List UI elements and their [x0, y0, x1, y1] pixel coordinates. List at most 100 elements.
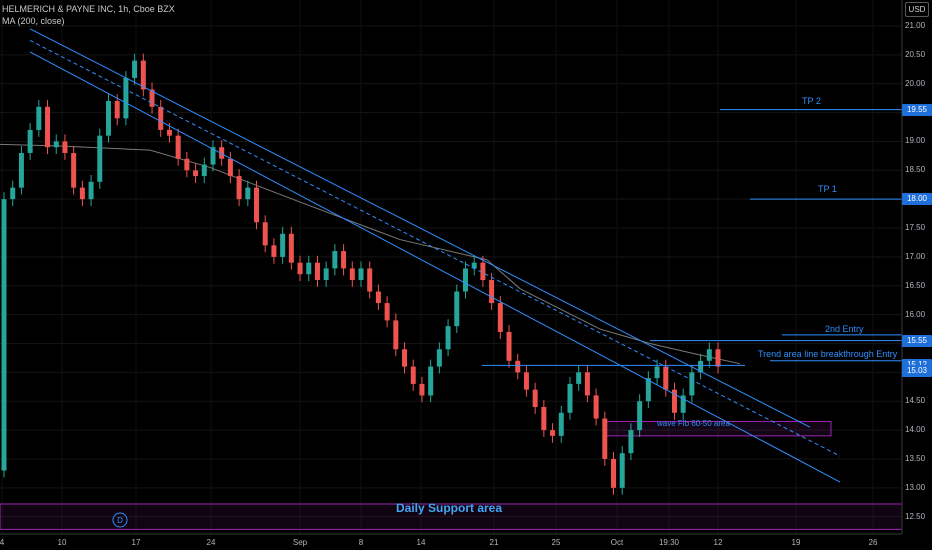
candle-body: [654, 366, 660, 379]
channel-middle-line: [29, 39, 841, 457]
breakthrough-entry-label: Trend area line breakthrough Entry: [758, 349, 898, 359]
fib-box-label: wave Fib 60-50 area: [657, 419, 730, 428]
candle-body: [628, 430, 634, 454]
candle-body: [584, 372, 590, 396]
candle-body: [349, 268, 355, 280]
y-tick-label: 13.50: [905, 453, 926, 463]
candle-body: [175, 135, 181, 159]
candle-body: [689, 372, 695, 396]
candle-body: [27, 129, 33, 153]
x-tick-label: 10: [57, 538, 67, 547]
candle-body: [236, 176, 242, 200]
candle-body: [402, 349, 408, 367]
x-tick-label: 8: [358, 538, 364, 547]
currency-badge[interactable]: USD: [905, 2, 929, 17]
candle-body: [680, 395, 686, 413]
x-tick-label: 12: [713, 538, 723, 547]
candle-body: [36, 106, 42, 130]
candle-body: [698, 360, 704, 373]
y-tick-label: 18.50: [905, 165, 926, 175]
y-tick-label: 17.00: [905, 251, 926, 261]
candle-body: [201, 164, 207, 177]
candle-body: [393, 320, 399, 350]
candle-body: [384, 303, 390, 321]
x-tick-label: 19:30: [658, 538, 680, 547]
candle-body: [550, 430, 556, 436]
channel-lower-line: [29, 51, 841, 483]
candle-body: [132, 60, 138, 78]
price-tag: 19.55: [902, 103, 932, 116]
trend-channel[interactable]: [29, 28, 841, 483]
candle-body: [53, 141, 59, 148]
symbol-title[interactable]: HELMERICH & PAYNE INC, 1h, Cboe BZX: [2, 4, 175, 14]
candle-body: [193, 170, 199, 177]
y-tick-label: 14.00: [905, 425, 926, 435]
ma-legend[interactable]: MA (200, close): [2, 16, 65, 26]
price-tag: 18.00: [902, 193, 932, 206]
candle-body: [140, 60, 146, 90]
horizontal-lines[interactable]: [482, 109, 902, 366]
x-tick-label: Oct: [610, 538, 624, 547]
candle-body: [445, 326, 451, 350]
candle-body: [358, 268, 364, 280]
annotation-boxes: [0, 420, 903, 530]
legend: HELMERICH & PAYNE INC, 1h, Cboe BZX MA (…: [2, 3, 175, 27]
candle-body: [367, 268, 373, 292]
candle-body: [454, 291, 460, 327]
candle-body: [375, 291, 381, 304]
channel-upper-line: [29, 28, 811, 428]
candle-body: [602, 418, 608, 459]
candle-body: [515, 360, 521, 373]
candle-body: [210, 147, 216, 165]
second-entry-label: 2nd Entry: [825, 324, 864, 334]
x-tick-label: 14: [416, 538, 426, 547]
x-tick-label: 17: [131, 538, 141, 547]
candle-body: [462, 268, 468, 292]
candle-body: [227, 158, 233, 177]
candle-body: [184, 158, 190, 171]
candle-body: [262, 222, 268, 246]
candle-body: [480, 262, 486, 280]
ma200-line: [0, 143, 741, 365]
x-tick-label: 24: [206, 538, 216, 547]
ma-line: [0, 143, 741, 365]
circle-marker[interactable]: D: [112, 512, 128, 528]
x-tick-label: 4: [0, 538, 5, 547]
candle-body: [471, 262, 477, 269]
candle-body: [419, 383, 425, 396]
candle-body: [611, 458, 617, 488]
candle-body: [123, 77, 129, 119]
candle-body: [323, 268, 329, 280]
candle-body: [706, 349, 712, 361]
candle-body: [671, 389, 677, 413]
candle-body: [219, 147, 225, 159]
candle-body: [1, 199, 7, 471]
candle-body: [567, 383, 573, 413]
candle-body: [332, 251, 338, 269]
candle-body: [166, 129, 172, 136]
candle-body: [149, 89, 155, 107]
candle-body: [645, 378, 651, 402]
candle-body: [280, 233, 286, 257]
candle-body: [314, 262, 320, 280]
y-tick-label: 19.00: [905, 136, 926, 146]
candle-body: [71, 152, 77, 188]
candle-body: [79, 187, 85, 200]
candle-body: [428, 366, 434, 396]
candle-body: [341, 251, 347, 269]
y-tick-label: 16.50: [905, 280, 926, 290]
x-tick-label: Sep: [292, 538, 308, 547]
candle-body: [245, 187, 251, 200]
candle-body: [489, 279, 495, 304]
candles: [1, 53, 721, 495]
marker-circle: [112, 512, 128, 528]
candle-body: [88, 181, 94, 200]
candle-body: [114, 101, 120, 119]
y-tick-label: 20.50: [905, 49, 926, 59]
y-tick-label: 12.50: [905, 511, 926, 521]
y-tick-label: 16.00: [905, 309, 926, 319]
candle-body: [18, 152, 24, 188]
grid: [0, 0, 902, 534]
candle-body: [663, 366, 669, 390]
